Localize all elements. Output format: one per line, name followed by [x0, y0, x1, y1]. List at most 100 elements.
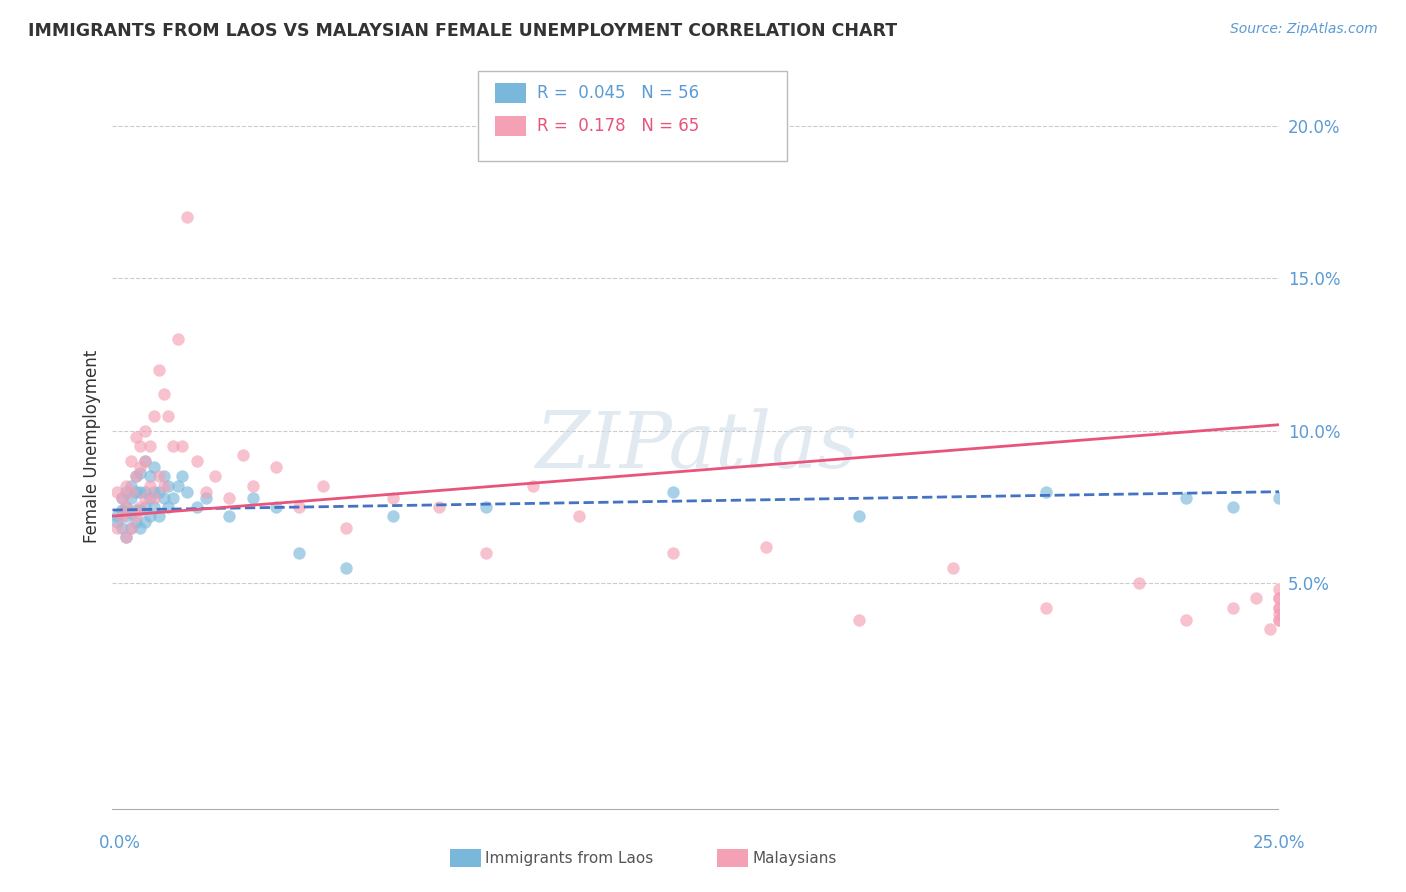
Point [115, 530, 138, 544]
Point [288, 500, 311, 514]
Point [148, 509, 170, 524]
Point [134, 454, 156, 468]
Point [115, 509, 138, 524]
Point [120, 506, 142, 520]
Point [1175, 613, 1198, 627]
Point [115, 500, 138, 514]
Point [143, 460, 166, 475]
Point [115, 484, 138, 499]
Point [1035, 600, 1057, 615]
Point [148, 363, 170, 377]
Point [942, 561, 965, 575]
Text: Immigrants from Laos: Immigrants from Laos [485, 851, 654, 865]
Y-axis label: Female Unemployment: Female Unemployment [83, 350, 101, 542]
Point [335, 521, 357, 535]
Point [1175, 491, 1198, 505]
Point [120, 454, 142, 468]
Point [115, 530, 138, 544]
Point [111, 521, 134, 535]
Point [194, 491, 217, 505]
Point [204, 469, 226, 483]
Point [111, 491, 134, 505]
Point [143, 409, 166, 423]
Point [1268, 600, 1291, 615]
Point [129, 460, 152, 475]
Point [153, 491, 176, 505]
Point [134, 484, 156, 499]
Point [186, 454, 208, 468]
Point [129, 467, 152, 481]
Point [186, 500, 208, 514]
Text: ZIPatlas: ZIPatlas [534, 408, 858, 484]
Point [120, 491, 142, 505]
Point [172, 439, 194, 453]
Point [105, 509, 128, 524]
Point [166, 332, 188, 346]
Point [129, 503, 152, 517]
Point [1128, 576, 1150, 591]
Point [427, 500, 450, 514]
Point [125, 430, 148, 444]
Point [111, 491, 134, 505]
Point [568, 509, 591, 524]
Text: IMMIGRANTS FROM LAOS VS MALAYSIAN FEMALE UNEMPLOYMENT CORRELATION CHART: IMMIGRANTS FROM LAOS VS MALAYSIAN FEMALE… [28, 22, 897, 40]
Point [125, 515, 148, 529]
Point [475, 500, 498, 514]
Point [120, 478, 142, 492]
Point [125, 484, 148, 499]
Point [125, 503, 148, 517]
Point [134, 515, 156, 529]
Point [194, 484, 217, 499]
Point [139, 509, 162, 524]
Point [111, 503, 134, 517]
Point [1268, 582, 1291, 597]
Point [120, 484, 142, 499]
Text: Source: ZipAtlas.com: Source: ZipAtlas.com [1230, 22, 1378, 37]
Point [172, 469, 194, 483]
Point [1268, 613, 1291, 627]
Point [148, 484, 170, 499]
Point [1268, 607, 1291, 621]
Point [848, 509, 870, 524]
Point [111, 509, 134, 524]
Point [218, 509, 240, 524]
Point [148, 469, 170, 483]
Point [335, 561, 357, 575]
Point [157, 478, 180, 492]
Point [125, 469, 148, 483]
Point [157, 500, 180, 514]
Point [1222, 600, 1244, 615]
Point [129, 439, 152, 453]
Point [134, 491, 156, 505]
Point [218, 491, 240, 505]
Point [661, 546, 683, 560]
Point [176, 484, 198, 499]
Point [143, 491, 166, 505]
Point [139, 491, 162, 505]
Point [115, 478, 138, 492]
Point [129, 484, 152, 499]
Point [143, 484, 166, 499]
Point [264, 460, 287, 475]
Point [153, 478, 176, 492]
Text: 0.0%: 0.0% [98, 834, 141, 852]
Point [129, 521, 152, 535]
Point [134, 500, 156, 514]
Point [153, 387, 176, 401]
Point [848, 613, 870, 627]
Text: 25.0%: 25.0% [1253, 834, 1306, 852]
Point [475, 546, 498, 560]
Point [153, 469, 176, 483]
Point [381, 491, 404, 505]
Point [1244, 591, 1267, 606]
Point [105, 484, 128, 499]
Point [139, 478, 162, 492]
Point [264, 500, 287, 514]
Point [125, 469, 148, 483]
Point [1222, 500, 1244, 514]
Point [120, 521, 142, 535]
Point [288, 546, 311, 560]
Point [125, 509, 148, 524]
Point [1268, 591, 1291, 606]
Point [1258, 622, 1281, 636]
